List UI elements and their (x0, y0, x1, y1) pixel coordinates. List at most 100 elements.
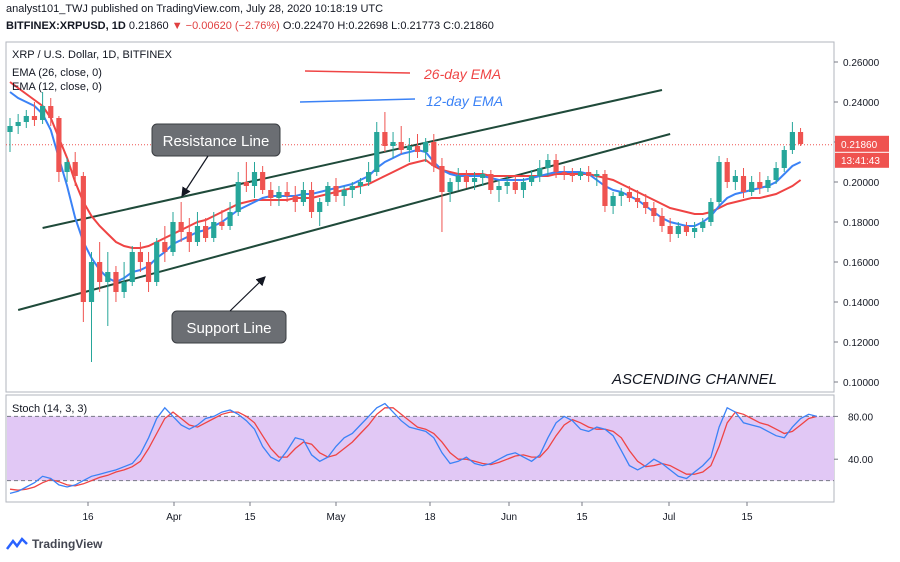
candle-body (675, 226, 681, 234)
candle-body (80, 176, 86, 302)
candle-body (749, 182, 755, 192)
support-label: Support Line (186, 320, 271, 337)
candle-body (488, 174, 494, 190)
candle-body (406, 146, 412, 150)
candle-body (219, 222, 225, 226)
candle-body (243, 182, 249, 186)
candle-body (308, 190, 315, 212)
candle-body (88, 262, 95, 302)
candle-body (186, 232, 192, 242)
ohlc-open: O:0.22470 (282, 20, 335, 32)
price-pane[interactable] (5, 41, 835, 393)
stoch-legend: Stoch (14, 3, 3) (12, 403, 87, 415)
candle-body (757, 182, 763, 188)
x-tick-label: Apr (166, 512, 182, 523)
candle-body (700, 222, 706, 228)
candle-body (268, 190, 274, 198)
candle-body (333, 186, 339, 196)
candle-body (284, 192, 290, 196)
stoch-tick-label: 40.00 (848, 455, 873, 466)
publish-info: analyst101_TWJ published on TradingView.… (6, 3, 384, 15)
candle-body (455, 176, 461, 182)
candle-body (276, 192, 282, 198)
candle-body (300, 190, 306, 202)
candle-body (471, 178, 478, 182)
candle-body (40, 106, 46, 120)
stoch-band (7, 416, 834, 481)
ohlc-close: C:0.21860 (443, 20, 494, 32)
y-tick-label: 0.18000 (843, 218, 880, 229)
resistance-label-box (151, 123, 281, 157)
y-tick-label: 0.14000 (843, 298, 880, 309)
x-tick-label: Jul (663, 512, 676, 523)
candle-body (708, 202, 714, 222)
candle-body (97, 262, 103, 282)
price-change: −0.00620 (−2.76%) (185, 20, 280, 32)
candle-body (789, 132, 795, 150)
candle-body (145, 262, 152, 282)
candle-body (194, 226, 201, 242)
x-tick-label: 15 (244, 512, 256, 523)
candle-body (667, 226, 673, 234)
candle-body (374, 132, 380, 172)
candle-body (504, 182, 510, 186)
candle-body (529, 176, 535, 182)
x-tick-label: 15 (741, 512, 753, 523)
candle-body (553, 160, 559, 172)
stoch-tick-label: 80.00 (848, 412, 873, 423)
candle-body (398, 142, 404, 150)
candle-body (414, 146, 421, 152)
stoch-d-line (9, 407, 818, 491)
candle-body (137, 252, 143, 262)
resistance-label: Resistance Line (163, 133, 270, 150)
ema26-callout: 26-day EMA (423, 66, 501, 82)
candle-body (7, 126, 13, 132)
chart-title: XRP / U.S. Dollar, 1D, BITFINEX (12, 49, 173, 61)
ema26-legend: EMA (26, close, 0) (12, 67, 102, 79)
x-tick-label: 18 (424, 512, 436, 523)
ema26-line (9, 81, 802, 249)
candle-body (390, 142, 396, 146)
candle-body (569, 174, 575, 176)
candle-body (178, 222, 184, 232)
y-tick-label: 0.16000 (843, 258, 880, 269)
candle-body (48, 106, 54, 118)
candle-body (634, 198, 641, 202)
candle-body (724, 162, 730, 182)
candle-body (72, 162, 78, 176)
countdown-tag: 13:41:43 (841, 156, 880, 167)
candle-body (545, 160, 551, 168)
candle-body (162, 242, 168, 252)
candle-body (154, 242, 160, 282)
y-tick-label: 0.20000 (843, 178, 880, 189)
candle-body (626, 192, 632, 198)
candle-body (211, 222, 217, 238)
candle-body (325, 186, 331, 202)
candle-body (602, 174, 608, 206)
x-tick-label: May (327, 512, 346, 523)
y-tick-label: 0.26000 (843, 58, 880, 69)
candle-body (447, 182, 453, 192)
tradingview-logo[interactable]: TradingView (6, 537, 102, 551)
candle-body (439, 166, 445, 192)
candle-body (357, 182, 364, 186)
candle-body (781, 150, 787, 168)
ohlc-high: H:0.22698 (337, 20, 389, 32)
candle-body (203, 226, 209, 238)
candle-body (618, 192, 624, 196)
ema12-callout-line (299, 98, 416, 103)
candle-body (773, 168, 779, 180)
symbol-quote-line: BITFINEX:XRPUSD, 1D 0.21860 ▼ −0.00620 (… (6, 20, 494, 32)
price-tag: 0.21860 (841, 140, 878, 151)
x-tick-label: 16 (82, 512, 94, 523)
candle-body (537, 168, 543, 176)
candle-body (15, 122, 21, 126)
y-tick-label: 0.24000 (843, 98, 880, 109)
candle-body (64, 162, 70, 172)
stoch-k-line (9, 402, 818, 495)
pattern-label: ASCENDING CHANNEL (611, 371, 777, 388)
tradingview-logo-icon (6, 537, 28, 550)
candle-body (56, 118, 62, 172)
candle-body (797, 132, 804, 144)
